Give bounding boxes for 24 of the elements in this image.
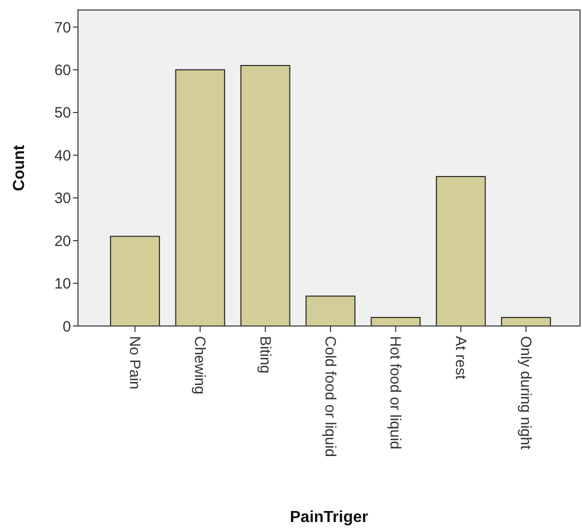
- y-tick-label: 20: [54, 232, 71, 250]
- y-tick-label: 0: [62, 318, 71, 336]
- x-tick-label: Cold food or liquid: [322, 336, 338, 457]
- y-tick-label: 40: [54, 147, 71, 164]
- x-tick-label: Chewing: [191, 336, 208, 394]
- y-tick-label: 30: [54, 190, 71, 208]
- bar: [370, 316, 421, 326]
- bar: [240, 65, 290, 326]
- bar: [306, 296, 356, 326]
- y-tick-label: 50: [54, 104, 71, 122]
- x-tick-label: Hot food or liquid: [386, 336, 404, 450]
- bar: [436, 176, 486, 326]
- bar: [110, 236, 160, 326]
- x-tick-label: No Pain: [126, 336, 143, 390]
- x-tick-label: Biting: [256, 336, 274, 374]
- y-tick-label: 70: [54, 19, 71, 36]
- y-tick-label: 60: [54, 62, 71, 80]
- bar: [175, 69, 226, 326]
- x-axis-title: PainTriger: [290, 509, 368, 526]
- x-tick-label: Only during night: [517, 336, 534, 450]
- y-tick-label: 10: [54, 276, 71, 293]
- x-tick-label: At rest: [452, 336, 469, 380]
- bar: [501, 316, 551, 326]
- y-axis-title: Count: [11, 144, 28, 192]
